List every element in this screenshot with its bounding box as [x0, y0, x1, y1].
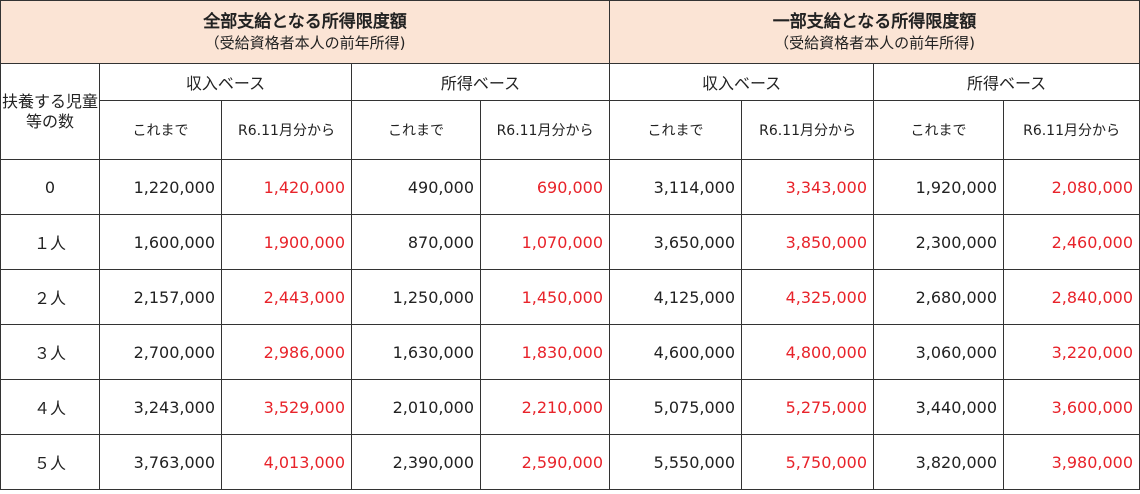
- period-header: これまで: [609, 100, 743, 160]
- table-cell: 4,125,000: [609, 269, 743, 325]
- table-cell: 2,080,000: [1003, 159, 1140, 215]
- table-cell: 5,750,000: [741, 434, 875, 490]
- children-count: ２人: [0, 269, 100, 325]
- table-cell: 1,600,000: [99, 214, 222, 270]
- table-row: 0 1,220,000 1,420,000 490,000 690,000 3,…: [0, 159, 1140, 215]
- table-cell: 1,450,000: [479, 269, 611, 325]
- table-cell: 2,210,000: [479, 379, 611, 435]
- table-cell: 5,075,000: [609, 379, 743, 435]
- period-header: これまで: [873, 100, 1005, 160]
- table-cell: 2,300,000: [873, 214, 1005, 270]
- table-cell: 1,250,000: [351, 269, 481, 325]
- table-cell: 5,275,000: [741, 379, 875, 435]
- partial-payment-title: 一部支給となる所得限度額: [772, 12, 977, 32]
- table-cell: 3,850,000: [741, 214, 875, 270]
- table-cell: 1,070,000: [479, 214, 611, 270]
- table-cell: 2,443,000: [221, 269, 352, 325]
- table-row: ２人 2,157,000 2,443,000 1,250,000 1,450,0…: [0, 269, 1140, 325]
- table-cell: 2,840,000: [1003, 269, 1140, 325]
- table-cell: 3,060,000: [873, 324, 1005, 380]
- table-cell: 490,000: [351, 159, 481, 215]
- table-row: １人 1,600,000 1,900,000 870,000 1,070,000…: [0, 214, 1140, 270]
- partial-payment-header: 一部支給となる所得限度額 （受給資格者本人の前年所得): [609, 0, 1140, 64]
- table-cell: 3,343,000: [741, 159, 875, 215]
- children-count-header: 扶養する児童等の数: [0, 63, 100, 160]
- table-cell: 2,590,000: [479, 434, 611, 490]
- table-cell: 870,000: [351, 214, 481, 270]
- table-cell: 3,820,000: [873, 434, 1005, 490]
- table-row: ３人 2,700,000 2,986,000 1,630,000 1,830,0…: [0, 324, 1140, 380]
- table-cell: 4,600,000: [609, 324, 743, 380]
- table-cell: 2,986,000: [221, 324, 352, 380]
- base-header-earnings-partial: 所得ベース: [873, 63, 1140, 101]
- table-cell: 3,243,000: [99, 379, 222, 435]
- table-cell: 1,420,000: [221, 159, 352, 215]
- table-cell: 3,763,000: [99, 434, 222, 490]
- table-cell: 3,440,000: [873, 379, 1005, 435]
- table-cell: 2,700,000: [99, 324, 222, 380]
- base-header-income-partial: 収入ベース: [609, 63, 875, 101]
- table-cell: 1,920,000: [873, 159, 1005, 215]
- table-cell: 2,680,000: [873, 269, 1005, 325]
- period-header: これまで: [351, 100, 481, 160]
- table-cell: 1,220,000: [99, 159, 222, 215]
- full-payment-title: 全部支給となる所得限度額: [203, 12, 407, 32]
- children-count: １人: [0, 214, 100, 270]
- table-cell: 3,600,000: [1003, 379, 1140, 435]
- period-header: R6.11月分から: [1003, 100, 1140, 160]
- table-cell: 4,013,000: [221, 434, 352, 490]
- table-row: ５人 3,763,000 4,013,000 2,390,000 2,590,0…: [0, 434, 1140, 490]
- table-cell: 1,830,000: [479, 324, 611, 380]
- children-count: ５人: [0, 434, 100, 490]
- table-cell: 4,800,000: [741, 324, 875, 380]
- table-cell: 2,010,000: [351, 379, 481, 435]
- children-count: ４人: [0, 379, 100, 435]
- table-row: ４人 3,243,000 3,529,000 2,010,000 2,210,0…: [0, 379, 1140, 435]
- table-cell: 5,550,000: [609, 434, 743, 490]
- children-count: ３人: [0, 324, 100, 380]
- period-header: R6.11月分から: [221, 100, 352, 160]
- full-payment-header: 全部支給となる所得限度額 （受給資格者本人の前年所得): [0, 0, 611, 64]
- table-cell: 3,650,000: [609, 214, 743, 270]
- period-header: R6.11月分から: [741, 100, 875, 160]
- base-header-earnings-full: 所得ベース: [350, 63, 611, 101]
- table-cell: 3,220,000: [1003, 324, 1140, 380]
- table-cell: 2,157,000: [99, 269, 222, 325]
- table-cell: 3,980,000: [1003, 434, 1140, 490]
- table-cell: 3,114,000: [609, 159, 743, 215]
- children-count: 0: [0, 159, 100, 215]
- base-header-income-full: 収入ベース: [99, 63, 352, 101]
- table-cell: 1,630,000: [351, 324, 481, 380]
- partial-payment-subtitle: （受給資格者本人の前年所得): [774, 34, 975, 52]
- table-cell: 1,900,000: [221, 214, 352, 270]
- table-cell: 2,390,000: [351, 434, 481, 490]
- period-header: R6.11月分から: [479, 100, 611, 160]
- table-cell: 690,000: [479, 159, 611, 215]
- table-cell: 4,325,000: [741, 269, 875, 325]
- table-cell: 3,529,000: [221, 379, 352, 435]
- table-cell: 2,460,000: [1003, 214, 1140, 270]
- full-payment-subtitle: （受給資格者本人の前年所得): [204, 34, 406, 52]
- period-header: これまで: [99, 100, 222, 160]
